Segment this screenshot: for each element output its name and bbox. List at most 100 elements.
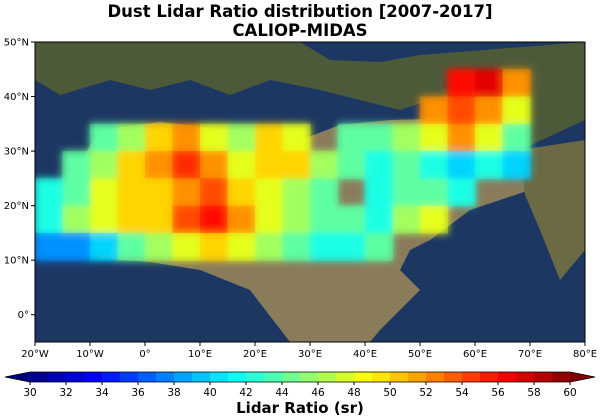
data-cell	[475, 151, 503, 179]
colorbar-tick-label: 44	[275, 387, 289, 399]
colorbar-segment	[480, 372, 499, 382]
data-cell	[255, 178, 283, 207]
colorbar-segment	[156, 372, 175, 382]
data-cell	[282, 123, 311, 152]
data-cell	[90, 123, 118, 152]
data-cell	[420, 96, 448, 125]
data-cell	[475, 69, 503, 98]
data-cell	[35, 232, 63, 261]
data-cell	[420, 205, 448, 234]
data-cell	[392, 205, 421, 234]
colorbar-tick-label: 36	[131, 387, 145, 399]
colorbar-segment	[282, 372, 301, 382]
data-cell	[255, 232, 283, 261]
colorbar-segment	[372, 372, 391, 382]
data-cell	[200, 205, 228, 234]
data-cell	[310, 205, 338, 234]
data-cell	[447, 69, 476, 98]
x-tick-label: 40°E	[353, 349, 377, 360]
data-cell	[447, 96, 476, 125]
data-cell	[420, 151, 448, 179]
data-cell	[172, 151, 201, 179]
data-cell	[502, 96, 531, 125]
data-cell	[90, 178, 118, 207]
data-cell	[282, 178, 311, 207]
data-cell	[35, 232, 63, 261]
data-cell	[392, 178, 421, 207]
data-cell	[90, 151, 118, 179]
data-cell	[365, 123, 393, 152]
colorbar-segment	[264, 372, 283, 382]
data-cell	[447, 123, 476, 152]
colorbar-segment	[462, 372, 481, 382]
colorbar-segment	[408, 372, 427, 382]
data-cell	[420, 178, 448, 207]
data-cell	[502, 151, 531, 179]
data-cell	[310, 151, 338, 179]
colorbar-extend-high	[570, 372, 595, 382]
data-cell	[90, 178, 118, 207]
data-cell	[365, 232, 393, 261]
x-tick-label: 80°E	[573, 349, 597, 360]
data-cell	[172, 123, 201, 152]
x-tick-label: 50°E	[408, 349, 432, 360]
data-cell	[392, 205, 421, 234]
data-cell	[35, 178, 63, 207]
colorbar-segment	[390, 372, 409, 382]
data-cell	[227, 123, 256, 152]
data-cell	[90, 205, 118, 234]
data-cell	[365, 178, 393, 207]
data-cell	[117, 205, 146, 234]
data-cell	[337, 205, 366, 234]
data-cell	[337, 123, 366, 152]
data-cell	[172, 205, 201, 234]
data-cell	[337, 232, 366, 261]
data-cell	[145, 232, 173, 261]
data-cell	[62, 178, 91, 207]
colorbar-segment	[426, 372, 445, 382]
data-cell	[117, 123, 146, 152]
data-cell	[310, 205, 338, 234]
colorbar-segment	[138, 372, 157, 382]
colorbar-segment	[120, 372, 139, 382]
data-cell	[282, 232, 311, 261]
data-cell	[392, 123, 421, 152]
colorbar-tick-label: 58	[527, 387, 540, 399]
data-cell	[475, 69, 503, 98]
x-tick-label: 10°W	[76, 349, 104, 360]
data-cell	[502, 151, 531, 179]
data-cell	[227, 178, 256, 207]
data-cell	[117, 205, 146, 234]
data-cell	[420, 205, 448, 234]
data-cell	[145, 178, 173, 207]
data-cell	[337, 205, 366, 234]
colorbar-extend-low	[5, 372, 30, 382]
colorbar-segment	[228, 372, 247, 382]
x-tick-label: 0°	[139, 349, 150, 360]
colorbar-segment	[318, 372, 337, 382]
data-cell	[145, 123, 173, 152]
data-cell	[502, 69, 531, 98]
data-cell	[365, 151, 393, 179]
data-cell	[365, 205, 393, 234]
colorbar-tick-label: 30	[23, 387, 36, 399]
colorbar-tick-label: 56	[491, 387, 505, 399]
data-cell	[447, 178, 476, 207]
data-cell	[227, 205, 256, 234]
data-cell	[282, 205, 311, 234]
data-cell	[200, 232, 228, 261]
data-cell	[337, 151, 366, 179]
data-cell	[145, 205, 173, 234]
x-tick-label: 20°W	[21, 349, 49, 360]
data-cell	[310, 232, 338, 261]
data-cell	[502, 123, 531, 152]
data-cell	[475, 96, 503, 125]
data-cell	[392, 178, 421, 207]
data-cell	[365, 151, 393, 179]
colorbar-tick-label: 50	[383, 387, 396, 399]
data-cell	[255, 123, 283, 152]
colorbar-tick-label: 54	[455, 387, 469, 399]
data-cell	[447, 151, 476, 179]
x-tick-label: 60°E	[463, 349, 487, 360]
colorbar-segment	[192, 372, 211, 382]
